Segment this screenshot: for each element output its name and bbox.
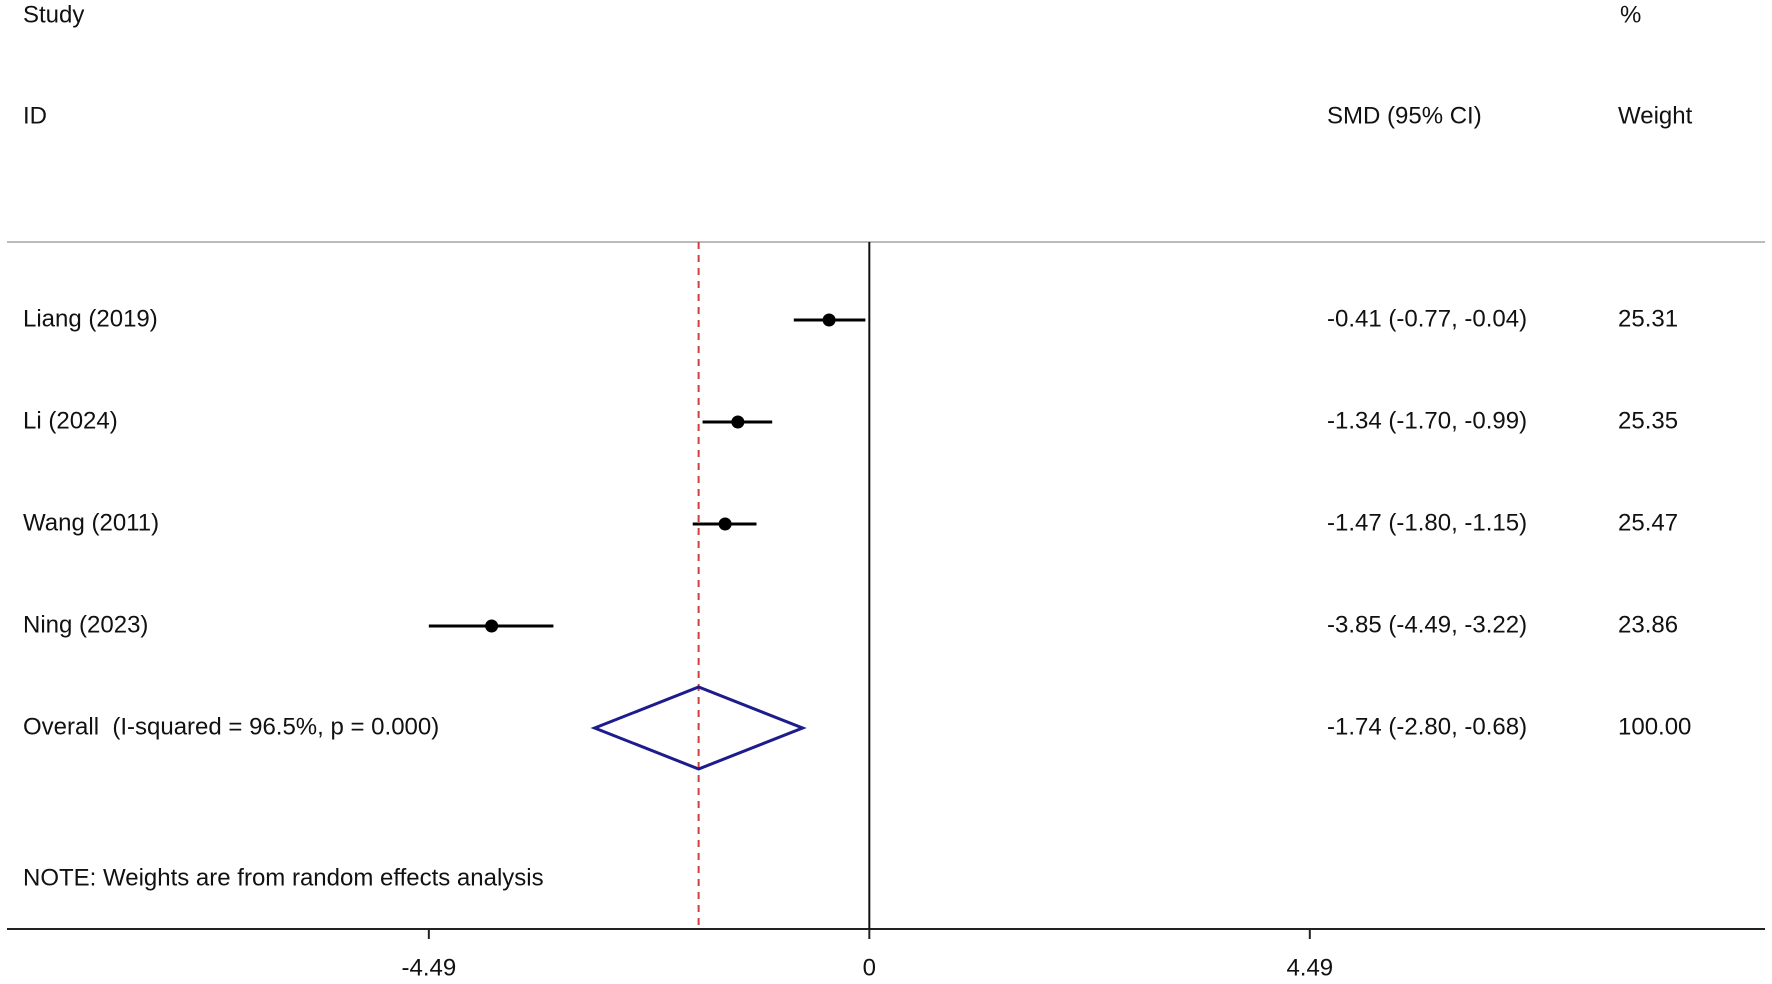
ci-label: -1.47 (-1.80, -1.15) [1327, 509, 1527, 536]
effect-header: SMD (95% CI) [1327, 102, 1482, 129]
point-estimate [731, 415, 745, 429]
study-name: Wang (2011) [23, 509, 159, 536]
study-name: Li (2024) [23, 407, 118, 434]
overall-name: Overall (I-squared = 96.5%, p = 0.000) [23, 713, 439, 740]
x-tick-label: 4.49 [1286, 954, 1333, 981]
weight-header: Weight [1618, 102, 1693, 129]
overall-diamond [590, 685, 807, 771]
ci-label: -1.74 (-2.80, -0.68) [1327, 713, 1527, 740]
x-tick-label: -4.49 [401, 954, 456, 981]
x-tick-label: 0 [863, 954, 876, 981]
weight-label: 25.47 [1618, 509, 1678, 536]
weight-label: 23.86 [1618, 611, 1678, 638]
study-name: Ning (2023) [23, 611, 148, 638]
ci-label: -1.34 (-1.70, -0.99) [1327, 407, 1527, 434]
point-estimate [822, 313, 836, 327]
id-header: ID [23, 102, 47, 129]
note: NOTE: Weights are from random effects an… [23, 864, 544, 891]
study-header: Study [23, 1, 84, 28]
ci-label: -3.85 (-4.49, -3.22) [1327, 611, 1527, 638]
point-estimate [718, 517, 732, 531]
weight-label: 100.00 [1618, 713, 1691, 740]
study-name: Liang (2019) [23, 305, 158, 332]
weight-label: 25.31 [1618, 305, 1678, 332]
point-estimate [485, 619, 499, 633]
weight-header-top: % [1620, 1, 1641, 28]
ci-label: -0.41 (-0.77, -0.04) [1327, 305, 1527, 332]
weight-label: 25.35 [1618, 407, 1678, 434]
